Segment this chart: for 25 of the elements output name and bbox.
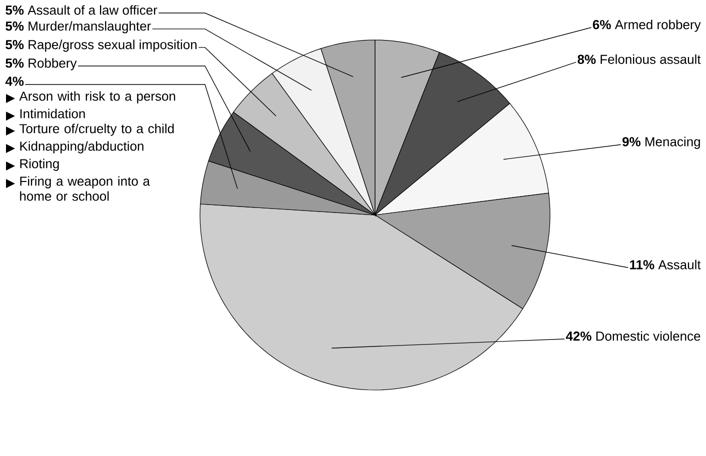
slice-label: Domestic violence <box>596 331 700 341</box>
slice-label: Felonious assault <box>600 54 701 64</box>
data-label: 5% <box>6 58 24 68</box>
slice-label: Rape/gross sexual imposition <box>28 40 197 52</box>
slice-label: Assault of a law officer <box>28 5 158 15</box>
data-label: 42% <box>566 332 592 341</box>
text: Kidnapping/abduction <box>20 141 144 154</box>
slice-label: Assault <box>658 260 701 270</box>
data-label: 6% <box>592 20 611 30</box>
data-label: 9% <box>622 137 640 146</box>
data-label: 4% <box>5 76 24 86</box>
text: Arson with risk to a person <box>19 91 176 104</box>
slice-label: Murder/manslaughter <box>28 21 151 34</box>
data-label: 8% <box>578 54 596 64</box>
text: Rioting <box>20 158 59 171</box>
data-label: 5% <box>6 6 24 15</box>
slice-label: Robbery <box>28 58 77 70</box>
text: Firing a weapon into a home or school <box>20 176 150 201</box>
data-label: 11% <box>630 260 654 270</box>
text: Torture of/cruelty to a child <box>20 124 174 136</box>
data-label: 5% <box>6 22 24 31</box>
slice-label: Armed robbery <box>614 20 701 32</box>
data-label: 5% <box>6 40 24 50</box>
text: Intimidation <box>20 108 85 118</box>
slice-label: Menacing <box>646 136 700 149</box>
